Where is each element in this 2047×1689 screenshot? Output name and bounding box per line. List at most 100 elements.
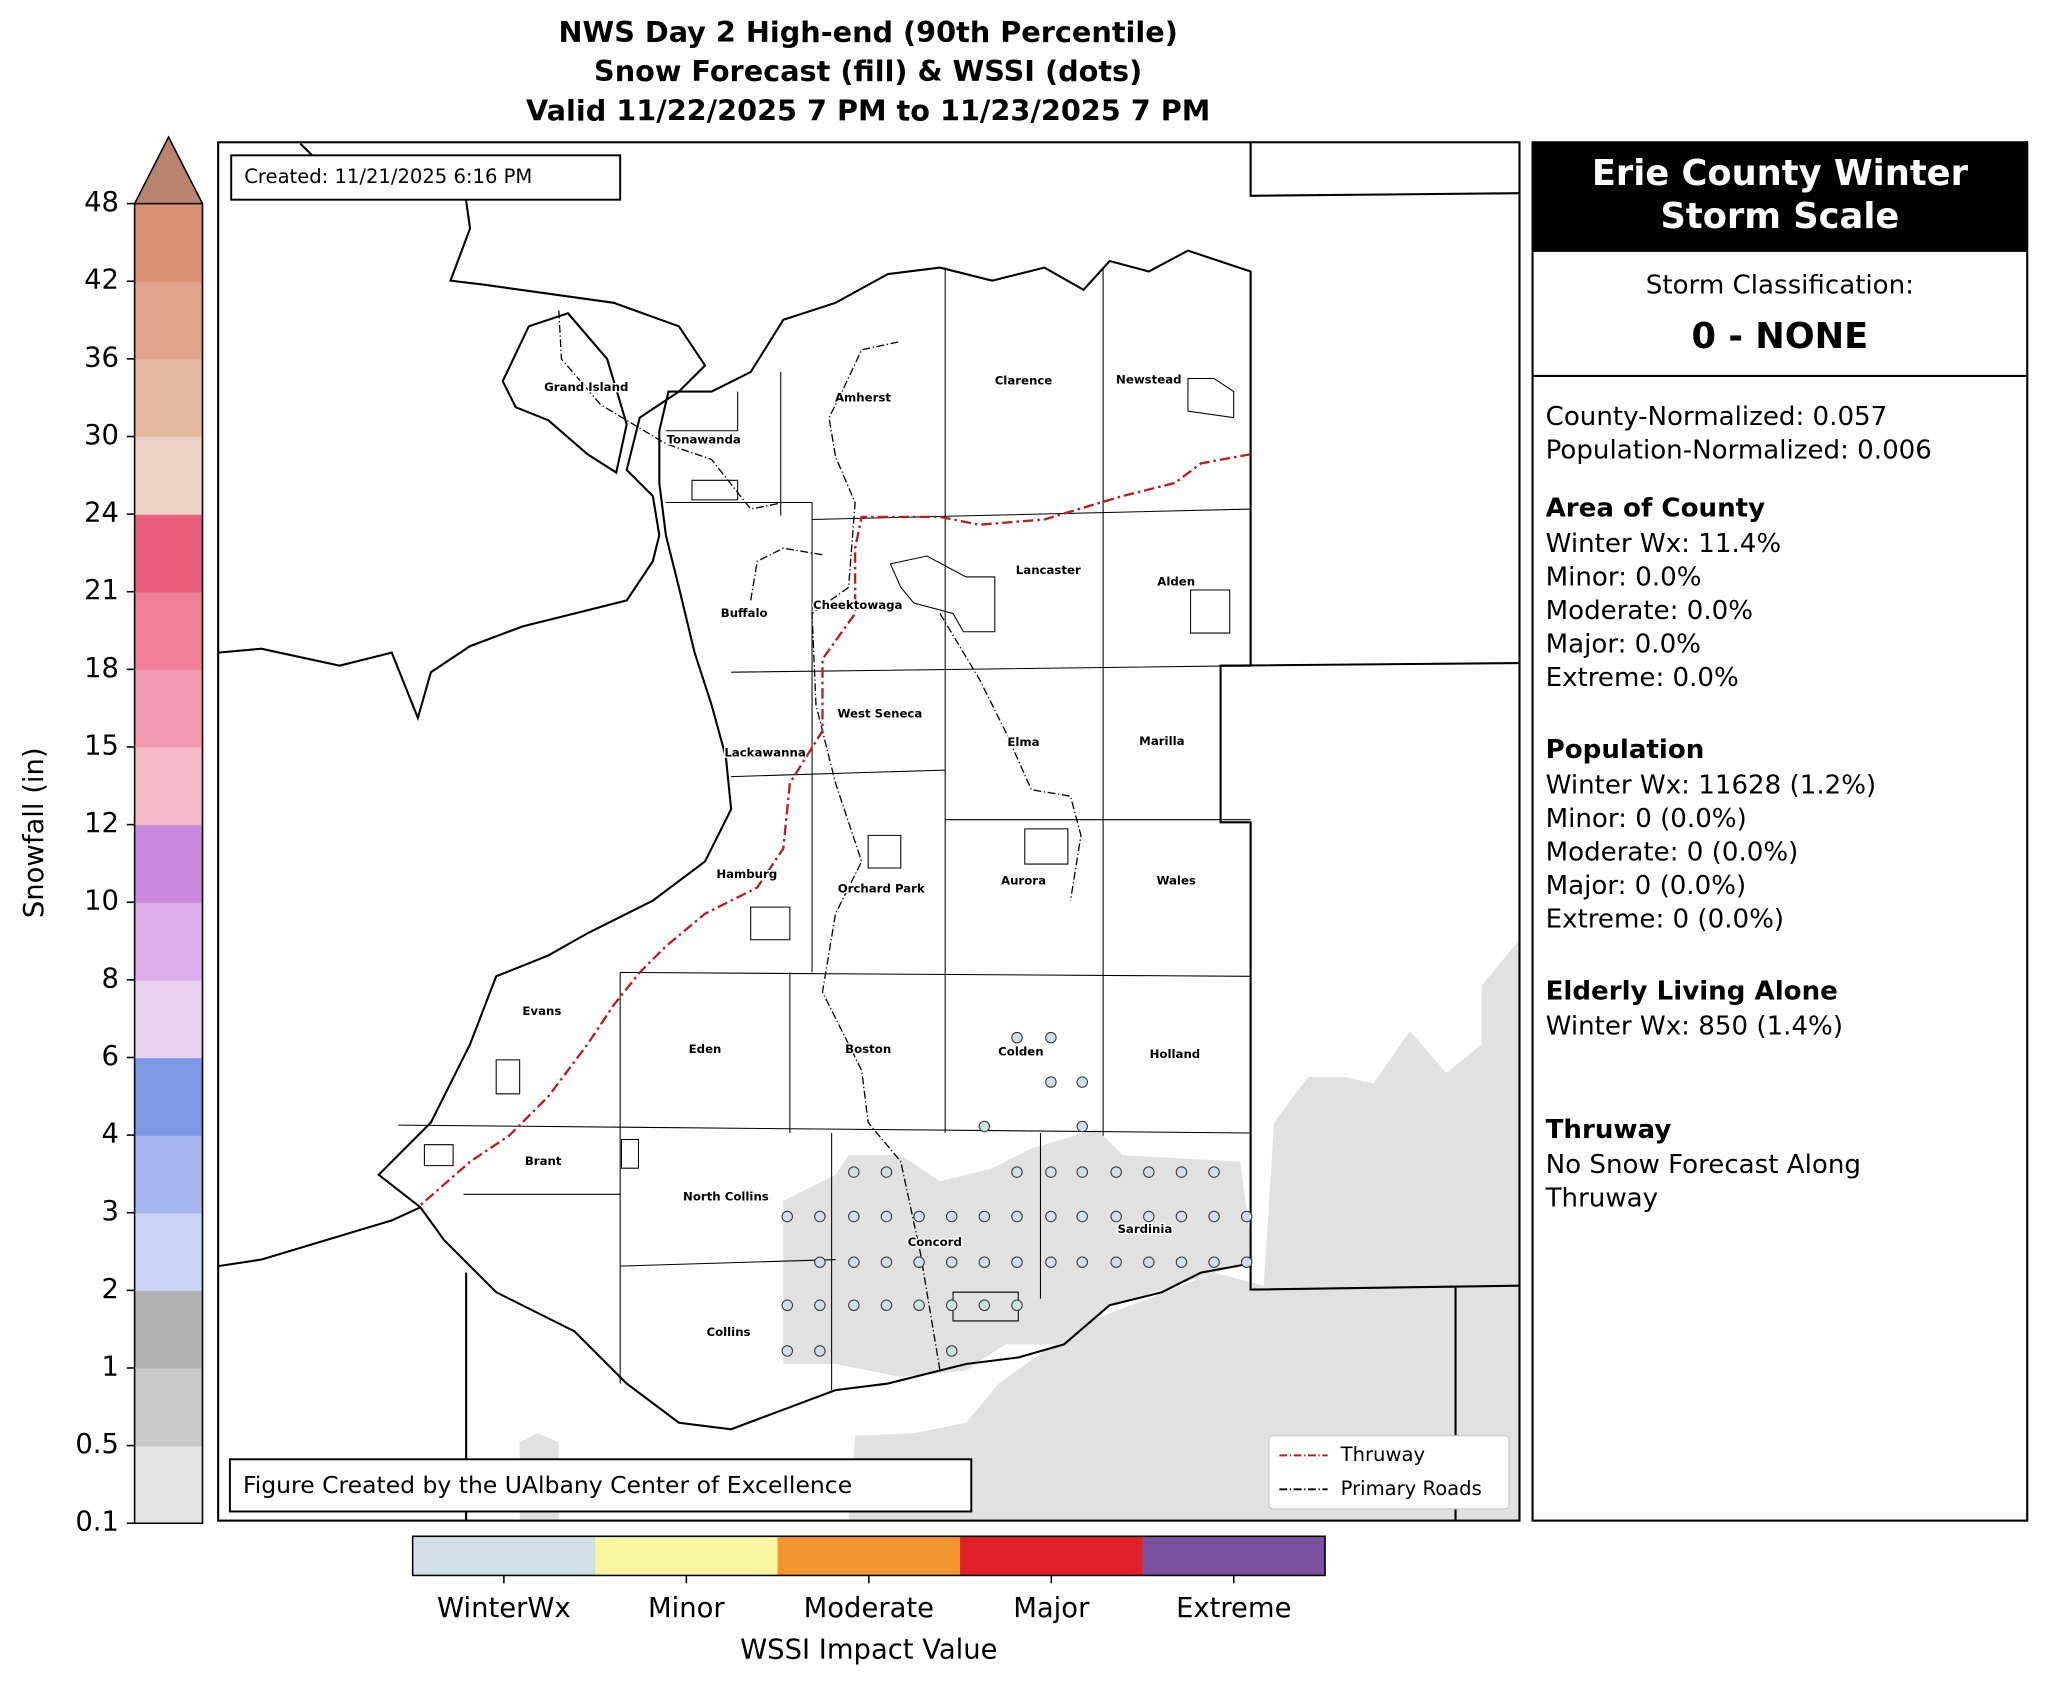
town-label: Concord: [908, 1235, 962, 1249]
section-line: Winter Wx: 11628 (1.2%): [1546, 770, 1877, 800]
colorbar-tick-label: 2: [102, 1274, 119, 1305]
wssi-dot: [978, 1256, 991, 1268]
wssi-dot: [781, 1210, 793, 1223]
section-line: County-Normalized: 0.057: [1546, 402, 1888, 432]
town-label: Tonawanda: [667, 432, 741, 446]
wssi-tick-label: Minor: [648, 1593, 725, 1624]
colorbar-tick-label: 0.1: [75, 1507, 119, 1538]
town-label: Lancaster: [1016, 563, 1081, 577]
wssi-dot: [1110, 1256, 1122, 1268]
wssi-dot: [1011, 1256, 1023, 1268]
town-label: Clarence: [995, 374, 1053, 388]
colorbar-tick-label: 10: [84, 886, 119, 917]
colorbar-tick-label: 42: [84, 265, 119, 296]
panel-title: Storm Scale: [1660, 196, 1899, 237]
section-heading: Population: [1546, 735, 1705, 765]
colorbar-segment: [134, 979, 203, 1059]
section-line: Population-Normalized: 0.006: [1546, 436, 1932, 466]
town-label: Grand Island: [544, 380, 628, 394]
town-label: Sardinia: [1117, 1222, 1172, 1236]
wssi-label: WSSI Impact Value: [740, 1635, 997, 1666]
wssi-dot: [880, 1166, 893, 1178]
wssi-dot: [1076, 1166, 1088, 1178]
wssi-dot: [1045, 1076, 1057, 1088]
thruway-line: [417, 453, 1251, 1209]
wssi-dot: [1208, 1256, 1220, 1268]
colorbar-tick-label: 12: [84, 808, 119, 839]
wssi-dot: [781, 1345, 793, 1357]
chart-title: Snow Forecast (fill) & WSSI (dots): [594, 54, 1142, 88]
colorbar-segment: [134, 358, 203, 438]
wssi-segment: [960, 1536, 1144, 1576]
colorbar-segment: [134, 746, 203, 826]
wssi-dot: [781, 1299, 793, 1311]
chart-title: NWS Day 2 High-end (90th Percentile): [559, 15, 1178, 49]
town-label: Buffalo: [721, 606, 768, 620]
section-line: Major: 0 (0.0%): [1546, 871, 1747, 901]
wssi-dot: [1011, 1166, 1023, 1178]
wssi-dot: [848, 1210, 860, 1223]
wssi-dot: [1240, 1210, 1253, 1223]
section-line: Major: 0.0%: [1546, 629, 1701, 659]
wssi-segment: [412, 1536, 596, 1576]
town-label: Marilla: [1139, 734, 1184, 748]
section-heading: Area of County: [1546, 494, 1766, 524]
legend-label: Thruway: [1340, 1443, 1425, 1466]
colorbar-tick-label: 15: [84, 730, 119, 761]
colorbar-segment: [134, 436, 203, 515]
wssi-segment: [1142, 1536, 1326, 1576]
wssi-dot: [1076, 1120, 1088, 1133]
colorbar-segment: [134, 1212, 203, 1292]
wssi-dot: [814, 1299, 826, 1311]
colorbar-segment: [134, 1367, 203, 1447]
wssi-dot: [880, 1256, 893, 1268]
colorbar-segment: [134, 203, 203, 282]
colorbar-segment: [134, 1057, 203, 1136]
wssi-tick-label: WinterWx: [437, 1593, 571, 1624]
credit-text: Figure Created by the UAlbany Center of …: [243, 1471, 852, 1499]
wssi-dot: [978, 1210, 991, 1223]
town-label: Orchard Park: [838, 881, 926, 895]
wssi-dot: [913, 1299, 925, 1311]
section-line: Minor: 0.0%: [1546, 562, 1702, 592]
colorbar-segment: [134, 281, 203, 360]
wssi-dot: [913, 1256, 925, 1268]
wssi-dots: [781, 1031, 1253, 1357]
wssi-dot: [814, 1345, 826, 1357]
wssi-dot: [1045, 1210, 1057, 1223]
wssi-dot: [945, 1210, 958, 1223]
section-line: Extreme: 0 (0.0%): [1546, 904, 1784, 934]
town-label: Newstead: [1116, 372, 1182, 386]
town-label: Aurora: [1001, 874, 1046, 888]
wssi-dot: [814, 1210, 826, 1223]
colorbar-segment: [134, 1290, 203, 1369]
wssi-dot: [880, 1299, 893, 1311]
town-label: West Seneca: [838, 706, 923, 720]
town-label: Amherst: [835, 391, 891, 405]
colorbar-tick-label: 30: [84, 420, 119, 451]
classification-value: 0 - NONE: [1692, 316, 1869, 357]
wssi-dot: [848, 1299, 860, 1311]
grand-island: [501, 312, 628, 475]
section-line: No Snow Forecast Along: [1546, 1150, 1861, 1180]
wssi-dot: [814, 1256, 826, 1268]
section-line: Moderate: 0 (0.0%): [1546, 837, 1799, 867]
county-outline: [377, 249, 1252, 1431]
legend-label: Primary Roads: [1341, 1477, 1482, 1500]
town-borders: [398, 267, 1251, 1391]
town-label: Boston: [845, 1042, 891, 1056]
colorbar-segment: [134, 514, 203, 593]
section-line: Moderate: 0.0%: [1546, 596, 1753, 626]
wssi-dot: [1076, 1256, 1088, 1268]
colorbar-tick-label: 0.5: [75, 1429, 119, 1460]
colorbar-segment: [134, 824, 203, 903]
wssi-dot: [1175, 1256, 1188, 1268]
wssi-dot: [1143, 1166, 1155, 1178]
wssi-dot: [1011, 1299, 1023, 1311]
town-label: Wales: [1157, 874, 1196, 888]
section-line: Extreme: 0.0%: [1546, 663, 1739, 693]
map-frame: [217, 141, 1521, 1522]
wssi-dot: [945, 1256, 958, 1268]
section-line: Minor: 0 (0.0%): [1546, 804, 1747, 834]
